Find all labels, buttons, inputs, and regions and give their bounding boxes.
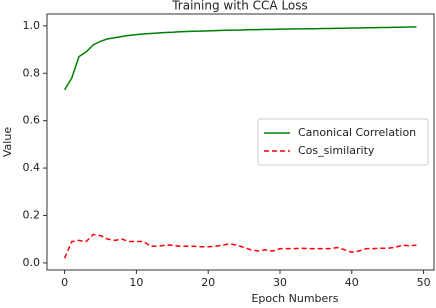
legend-label: Cos_similarity: [298, 144, 375, 157]
x-tick-label: 50: [417, 276, 431, 289]
x-axis-label: Epoch Numbers: [251, 292, 338, 305]
y-tick-label: 0.6: [23, 114, 41, 127]
x-tick-label: 10: [129, 276, 143, 289]
series-line: [63, 26, 417, 91]
y-tick-label: 0.4: [23, 161, 41, 174]
x-tick-label: 30: [273, 276, 287, 289]
y-tick-label: 0.0: [23, 256, 41, 269]
plot-frame: [46, 13, 435, 271]
y-tick-label: 0.2: [23, 208, 41, 221]
x-tick-label: 40: [345, 276, 359, 289]
legend-label: Canonical Correlation: [298, 126, 416, 139]
y-tick-label: 0.8: [23, 66, 41, 79]
series-line: [63, 233, 417, 259]
y-axis-label: Value: [1, 127, 14, 157]
chart-title: Training with CCA Loss: [171, 0, 308, 13]
x-tick-label: 0: [61, 276, 68, 289]
x-tick-label: 20: [201, 276, 215, 289]
y-tick-label: 1.0: [23, 19, 41, 32]
legend-box: [257, 118, 429, 166]
